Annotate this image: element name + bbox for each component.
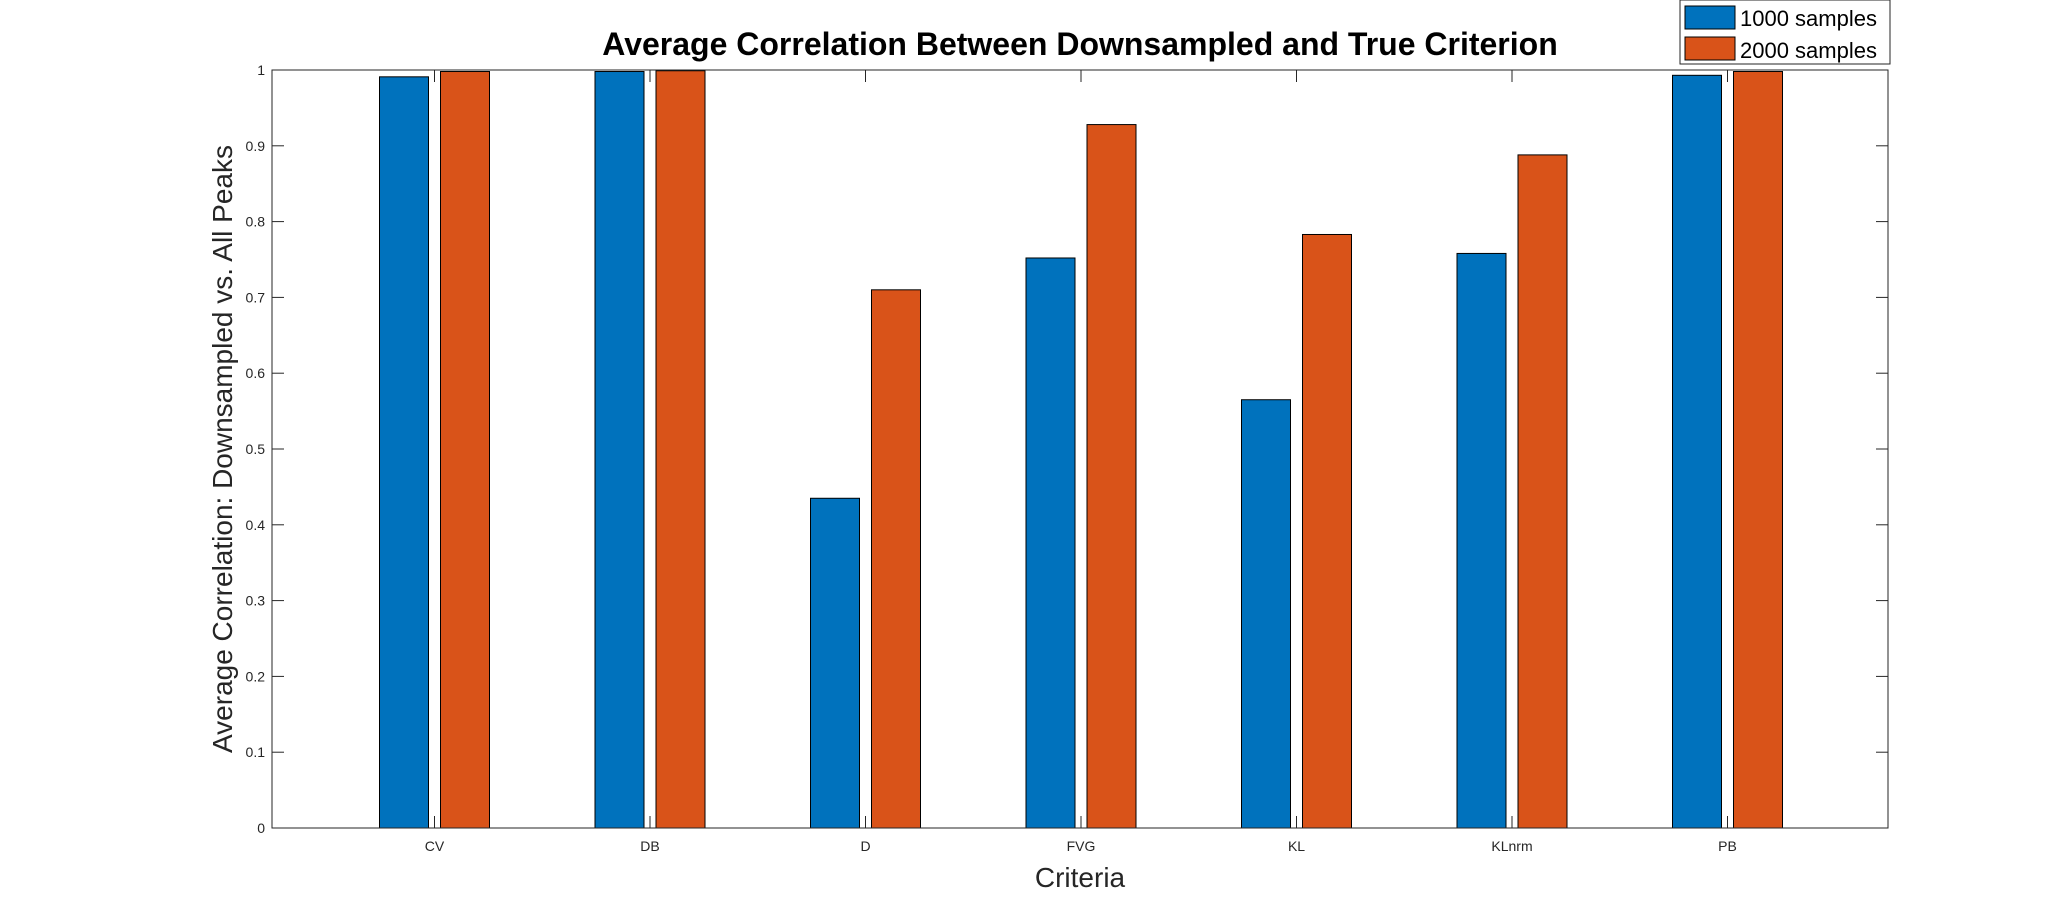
x-tick-label: D: [860, 838, 870, 854]
x-tick-label: KL: [1288, 838, 1305, 854]
bar-2000-samples-klnrm: [1517, 154, 1568, 829]
bar-2000-samples-db: [655, 70, 706, 829]
tick-labels-group: 0 0.1 0.2 0.3 0.4 0.5 0.6 0.7 0.8 0.9 1 CV DB D FVG KL K…: [246, 62, 1737, 854]
y-tick-label: 0.7: [246, 289, 266, 305]
chart-title: Average Correlation Between Downsampled …: [602, 26, 1557, 62]
x-axis-title: Criteria: [1035, 862, 1126, 893]
y-tick-label: 0: [257, 820, 265, 836]
y-tick-label: 1: [257, 62, 265, 78]
x-tick-label: PB: [1718, 838, 1737, 854]
bar-2000-samples-kl: [1302, 233, 1352, 829]
bar-1000-samples-d: [810, 497, 860, 829]
legend-swatch-1000-samples: [1684, 5, 1736, 30]
bar-2000-samples-d: [871, 289, 921, 829]
plot-area: [272, 70, 1888, 828]
y-tick-label: 0.6: [246, 365, 266, 381]
y-tick-label: 0.3: [246, 593, 266, 609]
x-tick-label: KLnrm: [1491, 838, 1532, 854]
y-tick-label: 0.2: [246, 668, 266, 684]
bar-1000-samples-klnrm: [1456, 252, 1507, 829]
x-tick-label: FVG: [1067, 838, 1096, 854]
legend: 1000 samples 2000 samples: [1679, 0, 1891, 65]
bar-1000-samples-db: [594, 71, 645, 829]
bar-1000-samples-pb: [1672, 74, 1722, 829]
y-tick-label: 0.1: [246, 744, 266, 760]
x-tick-label: DB: [640, 838, 659, 854]
y-axis-title: Average Correlation: Downsampled vs. All…: [207, 145, 238, 753]
legend-label-2000-samples: 2000 samples: [1740, 38, 1877, 63]
axes-group: [271, 69, 1889, 829]
bar-1000-samples-kl: [1241, 399, 1291, 829]
y-tick-label: 0.9: [246, 138, 266, 154]
y-tick-label: 0.8: [246, 214, 266, 230]
bar-2000-samples-cv: [440, 71, 490, 829]
bar-2000-samples-pb: [1733, 71, 1783, 829]
y-tick-label: 0.4: [246, 517, 266, 533]
bar-1000-samples-cv: [379, 76, 429, 829]
bars-group: [379, 70, 1783, 829]
bar-1000-samples-fvg: [1025, 257, 1076, 829]
y-tick-label: 0.5: [246, 441, 266, 457]
bar-2000-samples-fvg: [1086, 124, 1137, 829]
legend-swatch-2000-samples: [1684, 36, 1736, 61]
legend-label-1000-samples: 1000 samples: [1740, 6, 1877, 31]
x-tick-label: CV: [425, 838, 445, 854]
